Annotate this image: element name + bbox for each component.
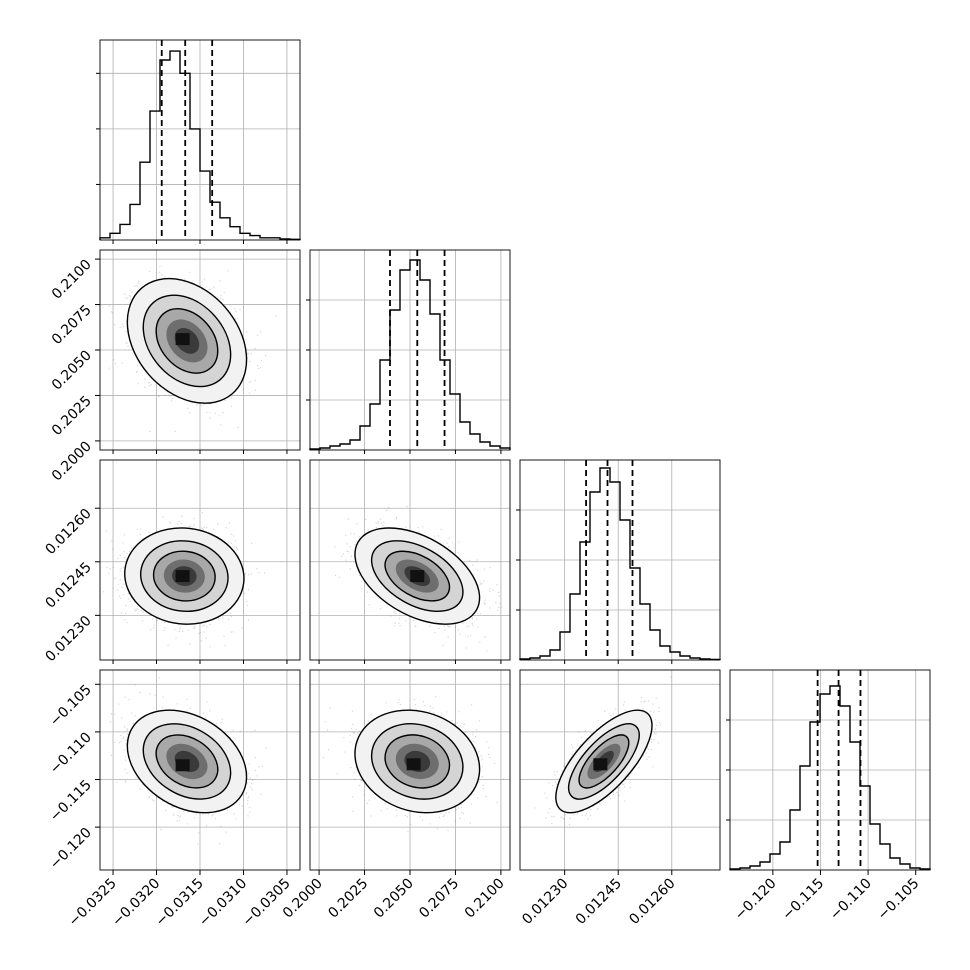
scatter-content <box>310 670 510 870</box>
scatter-content <box>100 460 300 660</box>
density-peak <box>406 758 421 771</box>
x-tick-label: −0.0305 <box>240 876 294 930</box>
histogram-panel-2 <box>306 249 511 451</box>
density-peak <box>175 570 190 583</box>
y-tick-label: −0.105 <box>47 682 95 730</box>
contour-line-1 <box>126 709 248 814</box>
x-tick-label: −0.105 <box>875 876 923 924</box>
histogram-frame <box>519 459 721 661</box>
histogram-panel-4 <box>726 669 931 871</box>
contour-line-3 <box>155 308 219 374</box>
y-tick-label: 0.2100 <box>49 257 95 303</box>
contour-line-1 <box>124 527 245 625</box>
y-tick-label: 0.01230 <box>43 613 95 665</box>
contour-line-2 <box>142 294 232 388</box>
x-tick-label: 0.01260 <box>626 876 678 928</box>
y-tick-label: 0.01245 <box>43 559 95 611</box>
density-peak <box>175 333 190 346</box>
x-tick-label: 0.01245 <box>573 876 625 928</box>
contour-line-1 <box>354 527 481 625</box>
contour-line-2 <box>370 723 464 800</box>
y-tick-label: −0.115 <box>47 777 95 825</box>
scatter-panel-2-1 <box>99 249 301 451</box>
histogram-panel-3 <box>516 459 721 661</box>
y-tick-label: −0.110 <box>47 729 95 777</box>
histogram-step-line <box>309 259 511 450</box>
histogram-step-line <box>729 685 931 870</box>
contour-line-3 <box>578 734 630 789</box>
x-tick-label: 0.01230 <box>519 876 571 928</box>
x-tick-label: −0.110 <box>827 876 875 924</box>
contour-line-1 <box>555 709 653 814</box>
x-tick-label: −0.115 <box>779 876 827 924</box>
y-tick-label: 0.2025 <box>49 393 95 439</box>
scatter-panel-4-2 <box>309 669 511 871</box>
histogram-frame <box>729 669 931 871</box>
contour-line-3 <box>152 550 216 602</box>
x-tick-label: 0.2100 <box>462 876 508 922</box>
contour-line-2 <box>142 723 232 800</box>
density-peak <box>175 759 190 772</box>
y-tick-label: −0.120 <box>47 825 95 873</box>
x-tick-label: 0.2050 <box>371 876 417 922</box>
x-tick-label: 0.2025 <box>325 876 371 922</box>
contour-line-1 <box>354 709 481 814</box>
contour-line-2 <box>139 540 229 613</box>
histogram-step-line <box>99 50 301 241</box>
x-tick-label: −0.120 <box>732 876 780 924</box>
scatter-content <box>310 460 510 660</box>
histogram-panel-1 <box>96 39 301 241</box>
scatter-content <box>100 670 300 870</box>
y-tick-label: 0.01260 <box>43 506 95 558</box>
scatter-panel-4-1 <box>99 669 301 871</box>
contour-line-1 <box>126 277 248 404</box>
x-tick-label: 0.2075 <box>416 876 462 922</box>
scatter-content <box>520 670 720 870</box>
scatter-panel-3-2 <box>309 459 511 661</box>
contour-line-2 <box>370 540 464 613</box>
density-peak <box>593 758 608 771</box>
scatter-content <box>100 250 300 450</box>
scatter-panel-4-3 <box>519 669 721 871</box>
contour-line-3 <box>384 734 451 789</box>
contour-line-2 <box>567 723 640 800</box>
scatter-panel-3-1 <box>99 459 301 661</box>
y-tick-label: 0.2000 <box>49 438 95 484</box>
y-tick-label: 0.2050 <box>49 348 95 394</box>
contour-line-3 <box>384 550 451 602</box>
scatter-frame <box>519 669 721 871</box>
histogram-step-line <box>519 467 721 661</box>
y-tick-label: 0.2075 <box>49 302 95 348</box>
contour-line-3 <box>155 734 219 789</box>
density-peak <box>410 570 425 583</box>
